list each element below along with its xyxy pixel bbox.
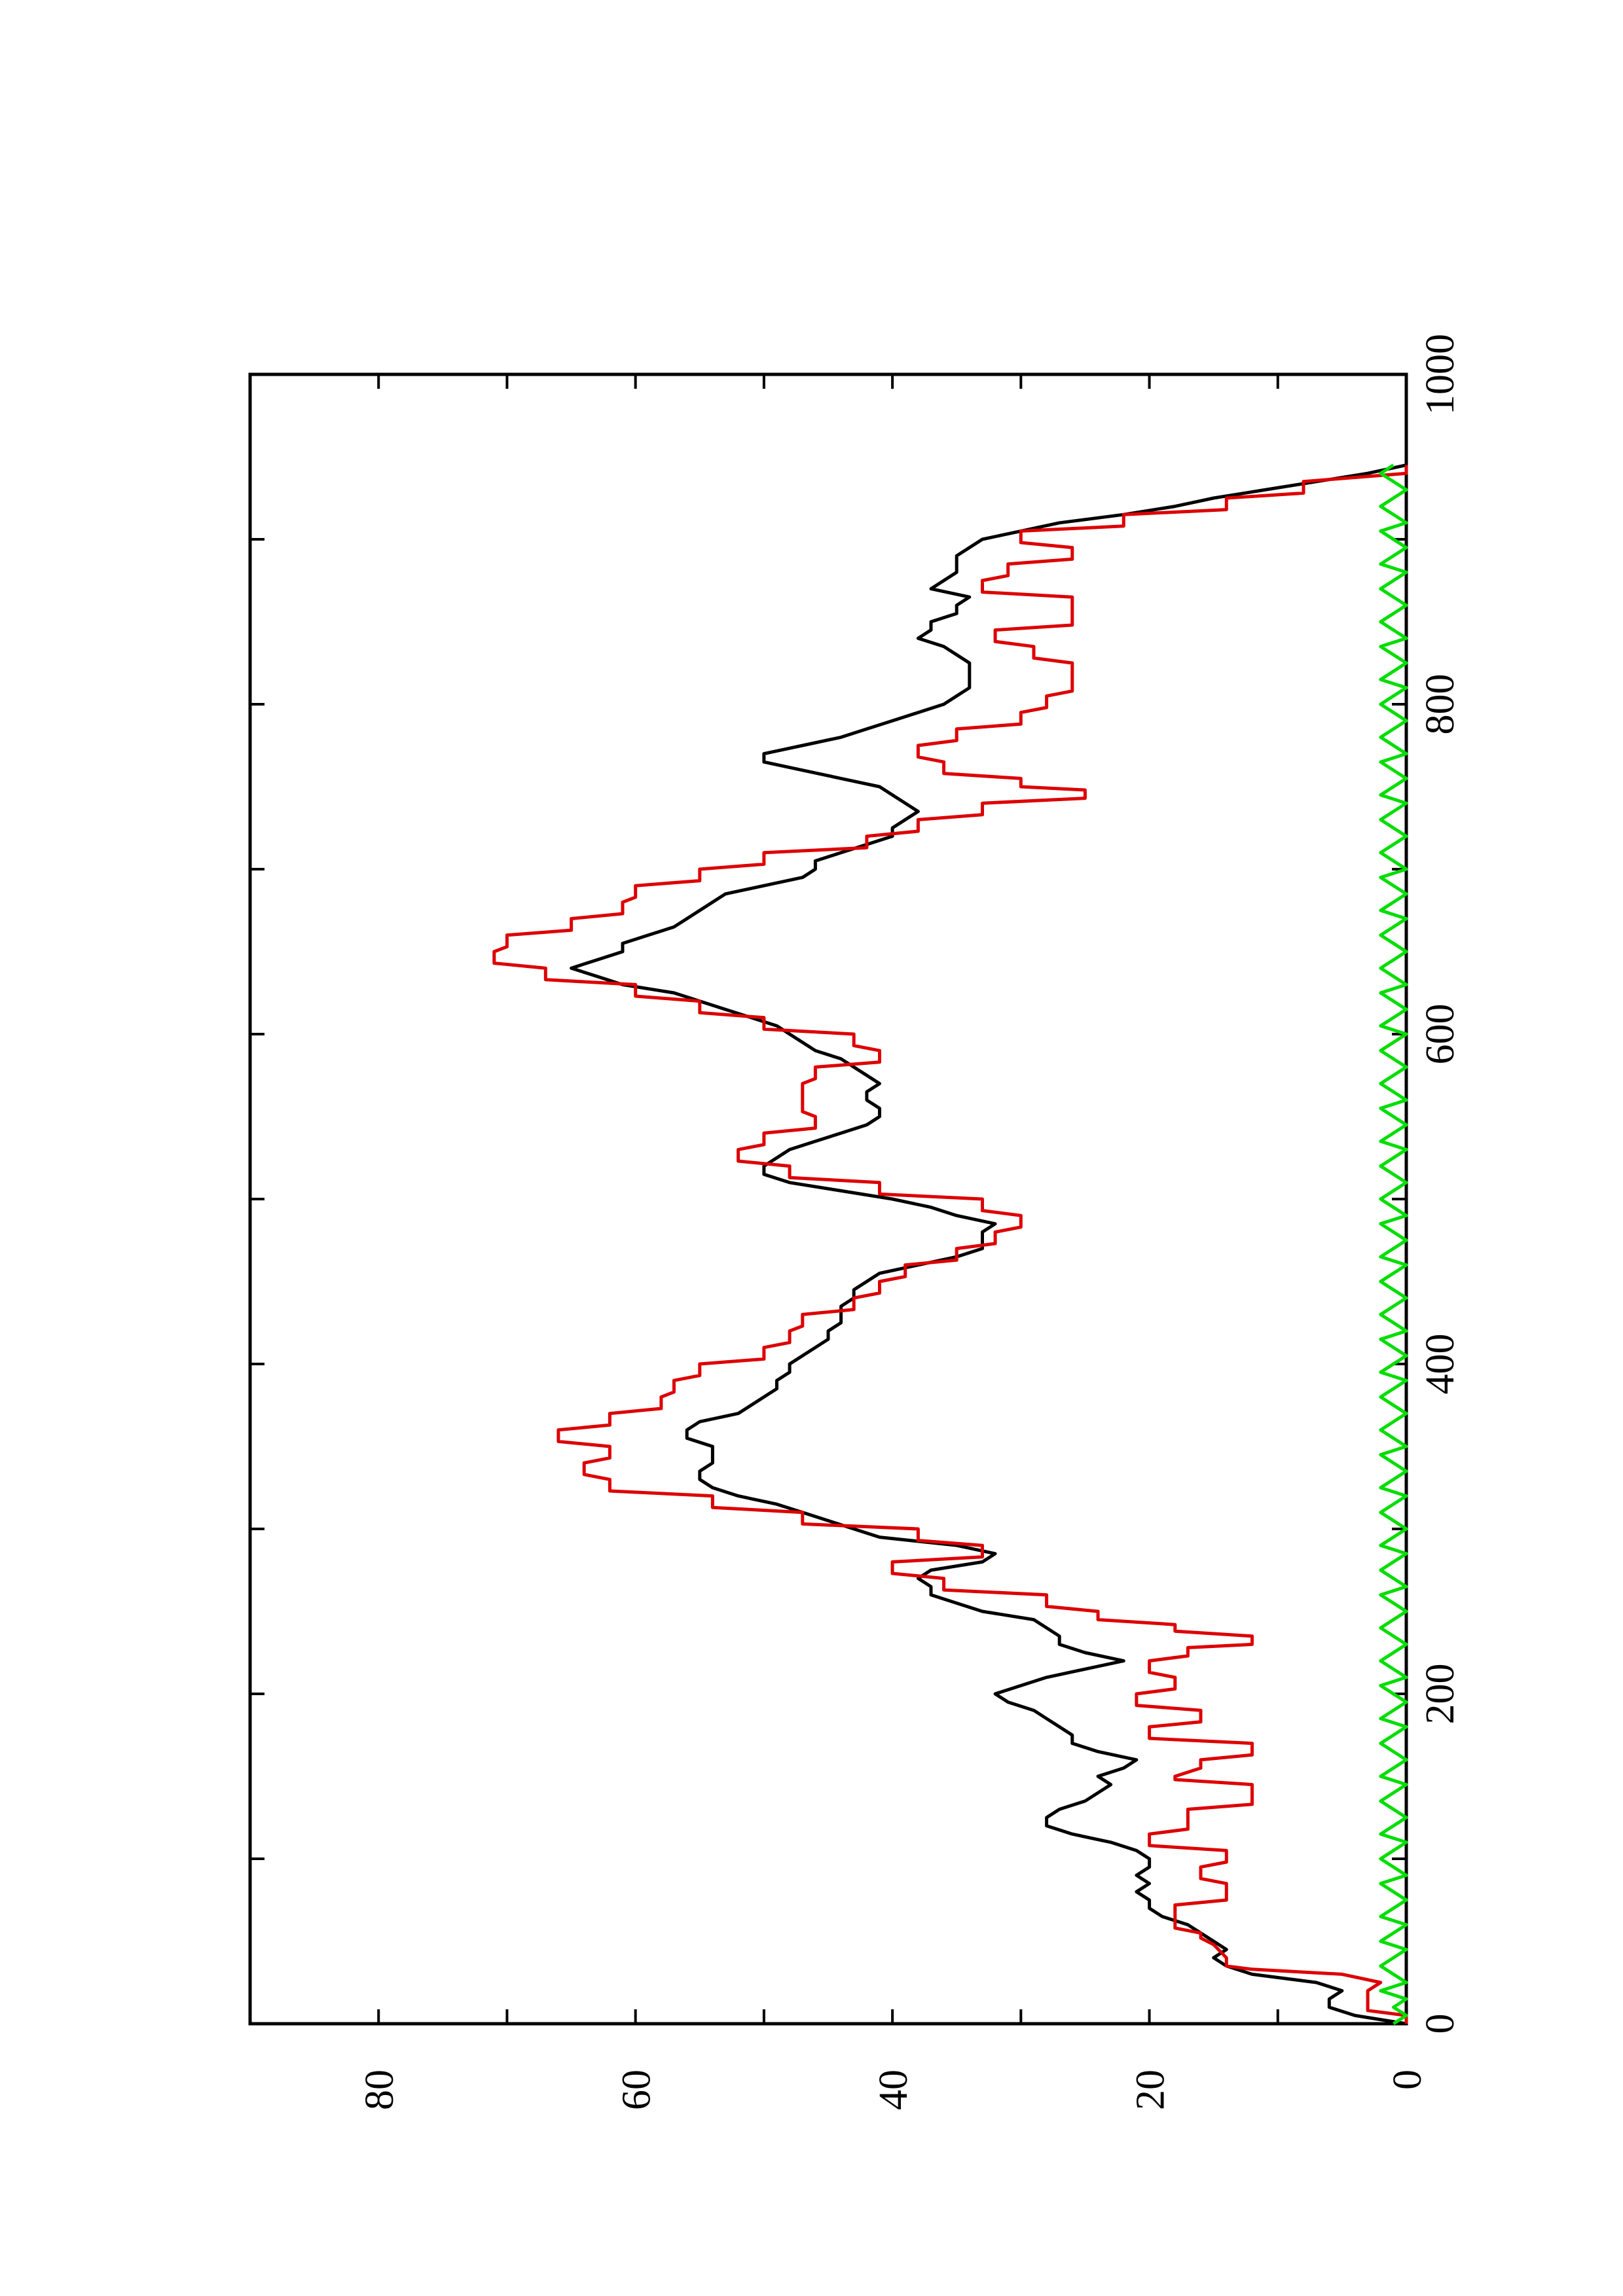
tick-labels: 0 200 400 600 800 1000 0 20 40 60 80 — [357, 334, 1463, 2110]
series-line-2 — [1379, 463, 1408, 2026]
x-tick-label: 400 — [1418, 1334, 1463, 1395]
y-tick-label: 0 — [1385, 2070, 1430, 2090]
tick-marks — [250, 374, 1406, 2024]
plot-frame — [248, 372, 1408, 2026]
x-tick-label: 1000 — [1418, 334, 1463, 415]
x-tick-label: 600 — [1418, 1004, 1463, 1065]
x-tick-label: 200 — [1418, 1664, 1463, 1725]
x-tick-label: 800 — [1418, 674, 1463, 735]
series-line-1 — [492, 465, 1408, 2024]
y-tick-label: 80 — [357, 2070, 402, 2110]
y-tick-label: 20 — [1129, 2070, 1173, 2110]
y-tick-label: 40 — [871, 2070, 916, 2110]
series-layer — [492, 463, 1408, 2026]
y-tick-label: 60 — [615, 2070, 659, 2110]
x-tick-label: 0 — [1418, 2014, 1463, 2034]
